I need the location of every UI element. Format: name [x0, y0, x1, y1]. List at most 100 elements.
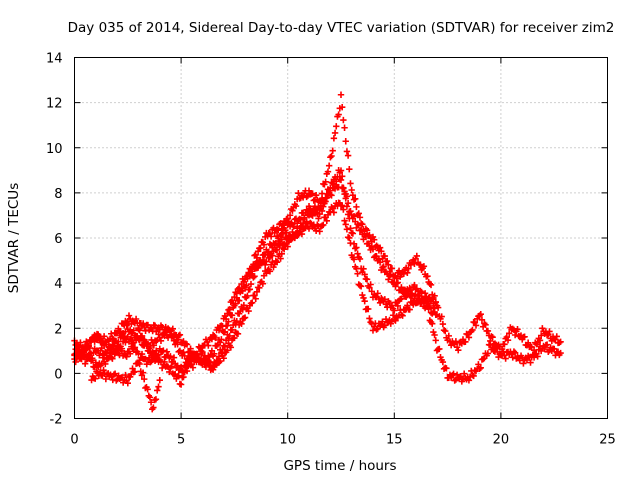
- data-point: [195, 343, 203, 351]
- data-point: [109, 335, 116, 342]
- data-point: [167, 353, 174, 360]
- data-point: [278, 250, 285, 257]
- data-point: [244, 275, 251, 282]
- data-point: [443, 365, 450, 372]
- data-point: [136, 327, 143, 334]
- data-point: [343, 226, 351, 233]
- data-point: [174, 362, 181, 369]
- data-point: [362, 233, 370, 240]
- data-point: [436, 345, 443, 353]
- data-point: [445, 332, 452, 340]
- data-point: [510, 348, 518, 355]
- data-point: [374, 290, 381, 297]
- data-point: [154, 387, 161, 394]
- data-point: [161, 358, 168, 366]
- data-point: [322, 178, 329, 186]
- data-point: [453, 343, 461, 351]
- data-point: [342, 138, 349, 145]
- data-point: [123, 322, 130, 329]
- data-point: [139, 320, 147, 327]
- data-point: [280, 245, 288, 253]
- data-point: [504, 336, 512, 344]
- data-point: [401, 286, 409, 294]
- data-point: [355, 210, 362, 217]
- data-point: [438, 313, 445, 320]
- data-point: [503, 333, 511, 341]
- data-point: [198, 347, 205, 355]
- data-point: [126, 350, 134, 357]
- data-point: [557, 338, 564, 345]
- data-point: [228, 326, 236, 334]
- data-point: [261, 261, 269, 269]
- data-point: [366, 284, 373, 291]
- data-point: [325, 162, 333, 169]
- data-point: [429, 320, 436, 327]
- data-point: [365, 305, 372, 313]
- data-point: [292, 202, 300, 210]
- data-point: [141, 375, 148, 383]
- data-point: [208, 365, 216, 372]
- data-point: [248, 268, 256, 275]
- data-point: [349, 191, 357, 199]
- data-point: [376, 259, 384, 266]
- x-tick-label: 5: [177, 433, 185, 448]
- data-point: [452, 338, 460, 345]
- data-point: [333, 123, 340, 130]
- data-point: [405, 265, 412, 272]
- data-point: [375, 255, 383, 263]
- data-point: [293, 225, 301, 232]
- data-point: [553, 333, 560, 340]
- data-point: [139, 369, 147, 376]
- data-point: [439, 320, 447, 328]
- data-point: [132, 315, 140, 323]
- data-point: [511, 349, 519, 357]
- data-point: [432, 337, 439, 344]
- data-point: [138, 332, 146, 340]
- data-point: [240, 302, 248, 309]
- data-point: [450, 370, 457, 378]
- data-point: [337, 176, 345, 184]
- data-point: [492, 343, 500, 351]
- data-point: [363, 276, 371, 283]
- data-point: [329, 147, 336, 154]
- data-series-5: [88, 359, 163, 413]
- data-point: [219, 323, 226, 330]
- gridlines: [74, 57, 608, 419]
- y-tick-label: 0: [54, 367, 62, 382]
- data-point: [160, 347, 167, 354]
- data-point: [376, 244, 384, 251]
- data-point: [237, 319, 244, 326]
- x-axis-label: GPS time / hours: [283, 458, 396, 474]
- data-point: [350, 256, 358, 263]
- data-point: [143, 360, 150, 368]
- data-point: [96, 368, 104, 376]
- data-point: [267, 233, 275, 240]
- data-point: [235, 284, 243, 292]
- data-point: [189, 351, 197, 359]
- data-point: [484, 327, 492, 335]
- data-point: [514, 326, 521, 333]
- data-point: [430, 305, 437, 312]
- data-point: [180, 373, 187, 381]
- data-point: [477, 311, 484, 318]
- data-point: [556, 339, 563, 346]
- data-point: [130, 327, 137, 334]
- data-point: [111, 370, 119, 377]
- data-point: [405, 287, 412, 295]
- x-tick-label: 10: [279, 433, 296, 448]
- data-point: [386, 272, 393, 280]
- data-point: [243, 282, 250, 289]
- data-point: [411, 281, 418, 289]
- data-point: [284, 215, 291, 222]
- plot-frame: [74, 57, 608, 419]
- data-point: [81, 346, 89, 353]
- data-point: [491, 340, 499, 347]
- data-point: [245, 307, 252, 315]
- data-point: [476, 365, 483, 372]
- data-point: [530, 354, 538, 361]
- data-point: [387, 271, 394, 278]
- data-point: [248, 299, 256, 306]
- data-point: [250, 274, 257, 281]
- data-point: [356, 214, 364, 221]
- data-point: [129, 340, 136, 347]
